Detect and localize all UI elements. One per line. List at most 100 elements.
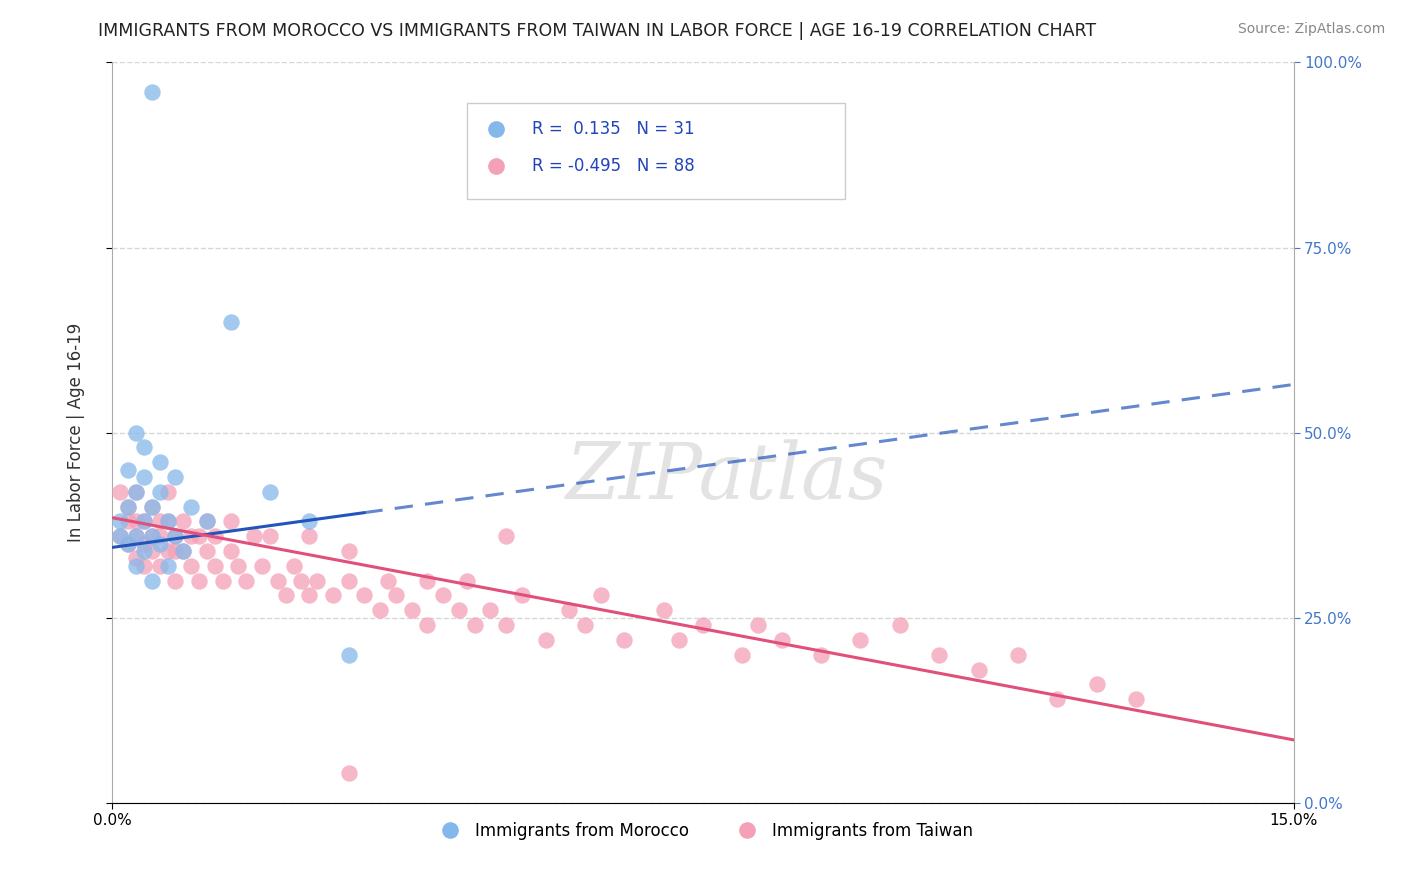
Point (149, 536, 172, 550)
Point (188, 574, 211, 588)
Point (368, 603, 391, 617)
Point (149, 529, 172, 543)
Point (172, 544, 194, 558)
Point (110, 484, 132, 499)
Point (172, 544, 194, 558)
Point (156, 484, 179, 499)
Text: R = -0.495   N = 88: R = -0.495 N = 88 (531, 157, 695, 175)
Point (117, 536, 139, 550)
Point (810, 648, 832, 662)
Point (889, 618, 911, 632)
Point (165, 470, 187, 484)
Point (125, 484, 148, 499)
Point (125, 551, 148, 566)
Point (1085, 677, 1108, 691)
Point (132, 544, 155, 558)
Point (385, 589, 408, 603)
Point (180, 500, 202, 514)
Point (110, 515, 132, 529)
Point (172, 515, 194, 529)
Point (125, 529, 148, 543)
Point (117, 462, 139, 476)
Point (416, 574, 439, 588)
Point (259, 484, 281, 499)
Point (243, 529, 266, 543)
Point (416, 618, 439, 632)
Point (298, 529, 321, 543)
Point (928, 648, 950, 662)
Point (235, 574, 257, 588)
Legend: Immigrants from Morocco, Immigrants from Taiwan: Immigrants from Morocco, Immigrants from… (426, 815, 980, 847)
Point (156, 515, 179, 529)
Point (464, 618, 486, 632)
Point (250, 558, 273, 573)
Point (1046, 692, 1069, 706)
Point (165, 574, 187, 588)
FancyBboxPatch shape (467, 103, 845, 200)
Point (117, 515, 139, 529)
Point (432, 589, 454, 603)
Point (204, 529, 226, 543)
Point (110, 529, 132, 543)
Point (141, 85, 163, 99)
Point (1125, 692, 1147, 706)
Point (337, 648, 360, 662)
Point (125, 515, 148, 529)
Point (967, 663, 990, 677)
Point (180, 529, 202, 543)
Point (747, 618, 769, 632)
Point (219, 544, 242, 558)
Point (132, 515, 155, 529)
Point (125, 529, 148, 543)
Point (156, 544, 179, 558)
Point (141, 544, 163, 558)
Point (495, 529, 517, 543)
Point (204, 558, 226, 573)
Point (353, 589, 375, 603)
Point (770, 632, 793, 647)
Point (141, 500, 163, 514)
Point (479, 603, 502, 617)
Point (156, 515, 179, 529)
Point (534, 632, 557, 647)
Point (117, 536, 139, 550)
Point (290, 574, 312, 588)
Point (165, 544, 187, 558)
Y-axis label: In Labor Force | Age 16-19: In Labor Force | Age 16-19 (67, 323, 86, 542)
Text: Source: ZipAtlas.com: Source: ZipAtlas.com (1237, 22, 1385, 37)
Point (117, 500, 139, 514)
Point (401, 603, 423, 617)
Point (149, 558, 172, 573)
Point (613, 632, 636, 647)
Point (652, 603, 675, 617)
Point (132, 470, 155, 484)
Point (125, 425, 148, 440)
Point (141, 529, 163, 543)
Point (156, 558, 179, 573)
Point (283, 558, 305, 573)
Point (211, 574, 233, 588)
Point (132, 536, 155, 550)
Point (692, 618, 714, 632)
Point (849, 632, 872, 647)
Point (195, 544, 218, 558)
Point (165, 529, 187, 543)
Point (117, 500, 139, 514)
Point (298, 515, 321, 529)
Point (141, 574, 163, 588)
Point (219, 314, 242, 328)
Point (1007, 648, 1029, 662)
Point (307, 574, 329, 588)
Point (668, 632, 690, 647)
Point (195, 515, 218, 529)
Point (337, 766, 360, 780)
Point (337, 574, 360, 588)
Point (125, 558, 148, 573)
Point (456, 574, 478, 588)
Point (132, 558, 155, 573)
Point (495, 618, 517, 632)
Point (165, 529, 187, 543)
Point (731, 648, 754, 662)
Point (132, 515, 155, 529)
Point (141, 500, 163, 514)
